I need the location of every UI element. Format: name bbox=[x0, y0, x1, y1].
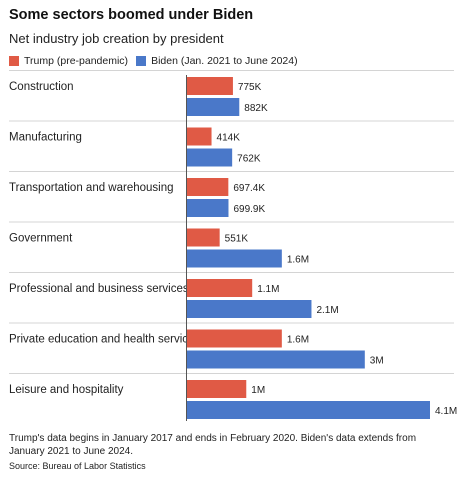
data-label-biden: 1.6M bbox=[287, 255, 309, 266]
legend: Trump (pre-pandemic) Biden (Jan. 2021 to… bbox=[9, 55, 306, 67]
data-label-biden: 3M bbox=[370, 356, 384, 367]
category-label: Manufacturing bbox=[9, 132, 82, 144]
bar-trump bbox=[187, 178, 229, 196]
bar-trump bbox=[187, 77, 233, 95]
bar-trump bbox=[187, 329, 282, 348]
legend-label-biden: Biden (Jan. 2021 to June 2024) bbox=[151, 55, 298, 67]
category-label: Government bbox=[9, 233, 73, 245]
legend-swatch-trump bbox=[9, 56, 19, 66]
data-label-biden: 4.1M bbox=[435, 406, 457, 417]
bar-biden bbox=[187, 300, 312, 318]
footnote: Trump's data begins in January 2017 and … bbox=[9, 433, 417, 457]
data-label-biden: 2.1M bbox=[316, 305, 338, 316]
legend-label-trump: Trump (pre-pandemic) bbox=[24, 55, 129, 67]
data-label-biden: 882K bbox=[244, 103, 268, 114]
data-label-trump: 414K bbox=[217, 133, 241, 144]
data-label-trump: 551K bbox=[225, 234, 249, 245]
category-label: Leisure and hospitality bbox=[9, 384, 124, 396]
bar-biden bbox=[187, 199, 229, 217]
category-label: Transportation and warehousing bbox=[9, 182, 174, 194]
category-label: Professional and business services bbox=[9, 283, 189, 295]
bar-trump bbox=[187, 279, 253, 297]
bar-biden bbox=[187, 249, 282, 268]
chart-title: Some sectors boomed under Biden bbox=[9, 7, 254, 23]
bar-chart: Construction 775K 882K Manufacturing 414K 762… bbox=[9, 70, 457, 421]
chart-subtitle: Net industry job creation by president bbox=[9, 31, 224, 46]
data-label-biden: 699.9K bbox=[233, 204, 265, 215]
category-label: Construction bbox=[9, 81, 74, 93]
data-label-trump: 1.6M bbox=[287, 335, 309, 346]
data-label-trump: 775K bbox=[238, 82, 262, 93]
bar-biden bbox=[187, 350, 365, 369]
legend-item-biden: Biden (Jan. 2021 to June 2024) bbox=[136, 55, 298, 67]
data-label-trump: 1M bbox=[251, 385, 265, 396]
bar-biden bbox=[187, 98, 240, 116]
data-label-biden: 762K bbox=[237, 154, 261, 165]
bar-biden bbox=[187, 148, 233, 167]
data-label-trump: 1.1M bbox=[257, 284, 279, 295]
source-note: Source: Bureau of Labor Statistics bbox=[9, 461, 146, 471]
legend-item-trump: Trump (pre-pandemic) bbox=[9, 55, 128, 67]
bar-trump bbox=[187, 127, 212, 146]
legend-swatch-biden bbox=[136, 56, 147, 66]
category-label: Private education and health services bbox=[9, 334, 200, 346]
bar-trump bbox=[187, 228, 220, 247]
bar-biden bbox=[187, 401, 430, 419]
data-label-trump: 697.4K bbox=[233, 183, 265, 194]
bar-trump bbox=[187, 380, 247, 398]
